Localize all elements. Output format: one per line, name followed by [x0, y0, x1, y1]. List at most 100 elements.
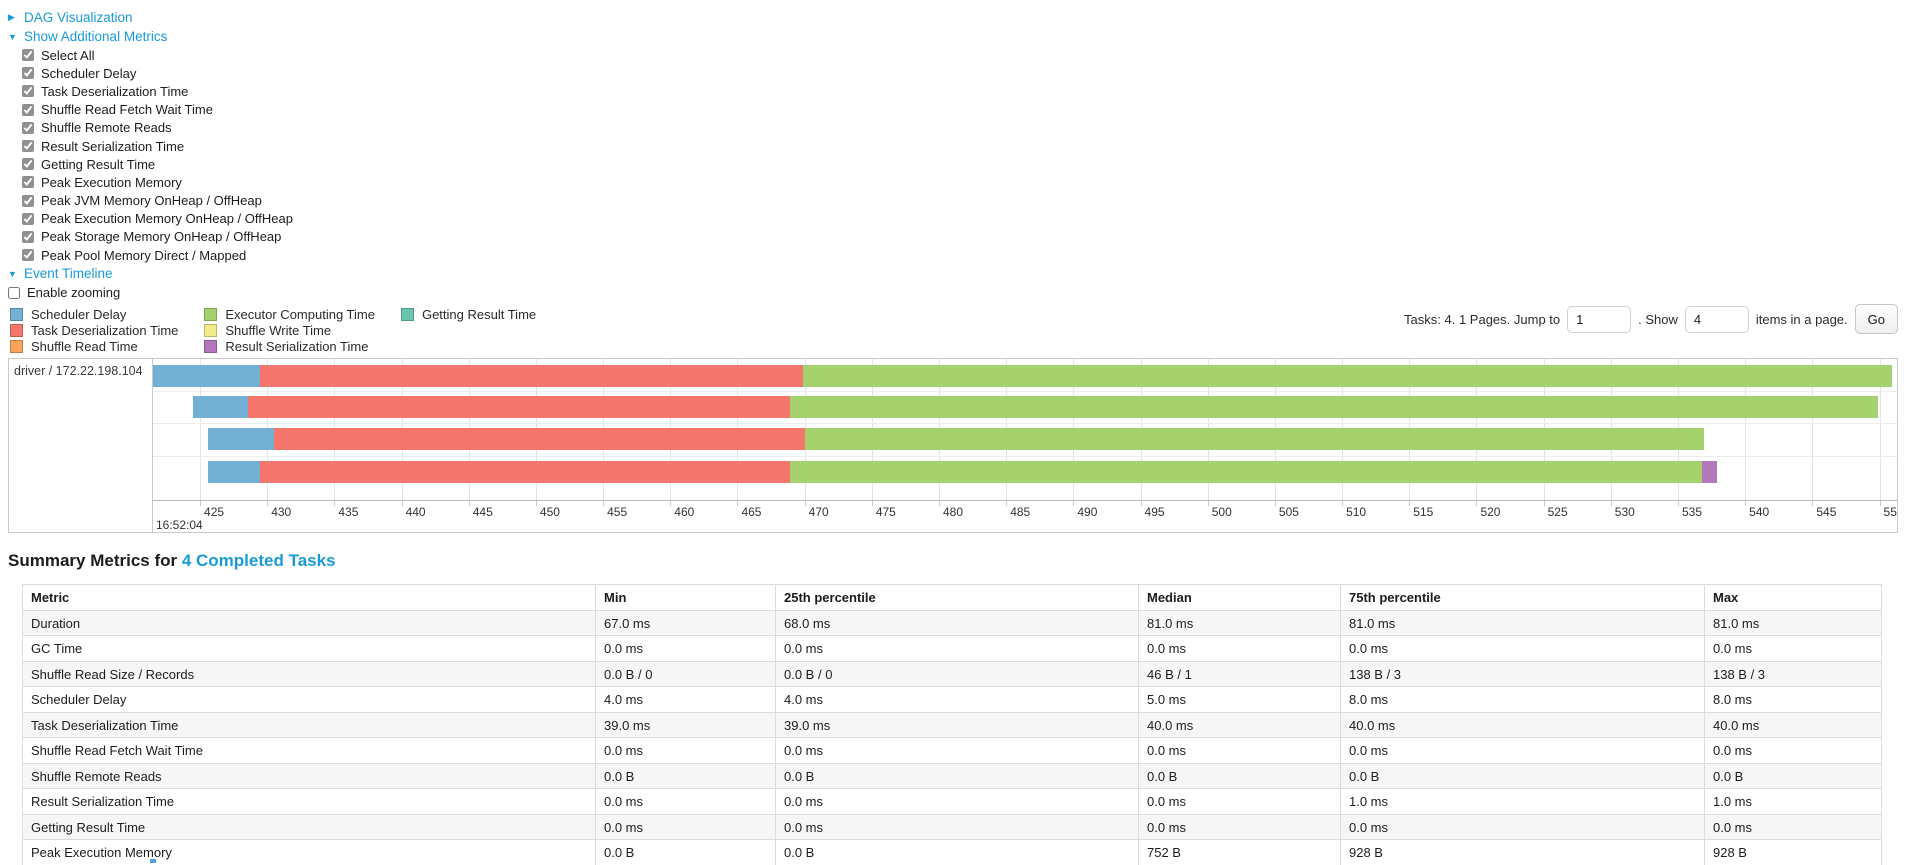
table-cell: 0.0 ms: [775, 813, 1139, 841]
legend-swatch-icon: [10, 323, 23, 337]
lane-separator: [153, 456, 1897, 458]
metric-checkbox[interactable]: [22, 249, 34, 262]
axis-tickmark: [1073, 501, 1075, 507]
summary-column-header: Metric: [22, 584, 596, 611]
show-additional-metrics-toggle[interactable]: ▼ Show Additional Metrics: [8, 27, 1907, 46]
table-cell: 0.0 B / 0: [595, 660, 776, 688]
summary-column-header: Max: [1704, 584, 1882, 611]
table-cell: 1.0 ms: [1340, 788, 1705, 815]
lane-separator: [153, 423, 1897, 425]
event-timeline-toggle[interactable]: ▼ Event Timeline: [8, 264, 1907, 283]
table-cell: 39.0 ms: [775, 711, 1139, 739]
metric-checkbox[interactable]: [22, 121, 34, 134]
table-row: Task Deserialization Time 39.0 ms 39.0 ms 4…: [22, 711, 1882, 739]
metric-checkbox[interactable]: [22, 49, 34, 62]
axis-tick-label: 435: [338, 505, 359, 520]
metric-checkbox[interactable]: [22, 176, 34, 189]
legend-swatch-icon: [10, 307, 23, 321]
task-bar-segment-executor-computing: [804, 428, 1704, 451]
summary-column-header: Min: [595, 584, 776, 611]
table-cell: 0.0 ms: [595, 737, 776, 764]
axis-tickmark: [401, 501, 403, 507]
go-button[interactable]: Go: [1854, 304, 1898, 335]
axis-tick-label: 535: [1681, 505, 1703, 520]
chevron-right-icon: ▶: [8, 12, 15, 22]
jump-to-page-input[interactable]: [1567, 305, 1632, 333]
table-row: GC Time 0.0 ms 0.0 ms 0.0 ms 0.0 ms 0.0 ms: [22, 635, 1882, 662]
metric-checkbox-label: Shuffle Remote Reads: [41, 120, 172, 136]
metric-checkbox[interactable]: [22, 85, 34, 98]
metric-checkbox[interactable]: [22, 67, 34, 80]
axis-tickmark: [737, 501, 739, 507]
items-per-page-input[interactable]: [1684, 305, 1749, 333]
metric-checkbox[interactable]: [22, 103, 34, 116]
axis-tickmark: [1879, 501, 1881, 507]
axis-tickmark: [1006, 501, 1008, 507]
summary-metrics-title: Summary Metrics for 4 Completed Tasks: [8, 551, 1907, 571]
axis-tickmark: [1207, 501, 1209, 507]
axis-tickmark: [871, 501, 873, 507]
table-cell: 0.0 ms: [1340, 737, 1705, 764]
table-cell: 0.0 ms: [1704, 737, 1882, 764]
table-cell: Peak Execution Memory: [22, 839, 596, 865]
metric-checkbox[interactable]: [22, 230, 34, 243]
metric-checkbox[interactable]: [22, 194, 34, 207]
legend-label: Scheduler Delay: [31, 306, 127, 322]
table-cell: 0.0 ms: [1340, 813, 1705, 841]
axis-tick-label: 475: [875, 505, 896, 520]
table-cell: 46 B / 1: [1138, 660, 1341, 688]
show-additional-metrics-label: Show Additional Metrics: [24, 29, 168, 44]
table-cell: 928 B: [1704, 839, 1882, 865]
legend-label: Shuffle Read Time: [31, 338, 138, 354]
next-section-clipped-sliver: [150, 859, 156, 863]
summary-table-body: Duration 67.0 ms 68.0 ms 81.0 ms 81.0 ms 81.0…: [22, 609, 1882, 865]
enable-zooming-label: Enable zooming: [27, 285, 121, 301]
dag-visualization-toggle[interactable]: ▶ DAG Visualization: [8, 8, 1907, 27]
table-cell: Shuffle Read Fetch Wait Time: [22, 737, 596, 764]
table-cell: 0.0 B: [775, 839, 1139, 865]
table-cell: GC Time: [22, 635, 596, 662]
table-cell: 138 B / 3: [1340, 660, 1705, 688]
task-bar-segment-executor-computing: [789, 396, 1879, 419]
metric-checkbox[interactable]: [22, 140, 34, 153]
axis-tick-label: 515: [1413, 505, 1434, 520]
axis-tick-label: 525: [1547, 505, 1568, 520]
table-row: Duration 67.0 ms 68.0 ms 81.0 ms 81.0 ms 81.0…: [22, 609, 1882, 637]
axis-tickmark: [200, 501, 202, 507]
event-timeline-chart: driver / 172.22.198.104 16:52:04 425 430 4…: [8, 358, 1898, 534]
enable-zooming-checkbox[interactable]: [8, 286, 20, 299]
enable-zooming-row: Enable zooming: [8, 283, 1907, 302]
legend-swatch-icon: [204, 339, 218, 353]
axis-tickmark: [804, 501, 806, 507]
summary-column-header: 25th percentile: [775, 584, 1139, 611]
metric-checkbox-label: Result Serialization Time: [41, 138, 185, 154]
axis-tick-label: 425: [204, 505, 225, 520]
axis-tick-label: 490: [1077, 505, 1098, 520]
table-row: Shuffle Read Size / Records 0.0 B / 0 0.0 …: [22, 660, 1882, 688]
axis-tick-label: 455: [607, 505, 628, 520]
table-cell: 0.0 ms: [775, 788, 1139, 815]
metric-checkbox[interactable]: [22, 158, 34, 171]
task-bar-segment-executor-computing: [803, 365, 1892, 388]
table-cell: 0.0 ms: [775, 635, 1139, 662]
summary-header-row: Metric Min 25th percentile Median 75th perce…: [22, 584, 1882, 611]
task-bar-segment-task-deserialization: [273, 428, 805, 451]
axis-tickmark: [1409, 501, 1411, 507]
axis-tick-label: 505: [1278, 505, 1299, 520]
summary-column-header: Median: [1138, 584, 1341, 611]
axis-gridline: [200, 359, 202, 501]
axis-tick-label: 470: [808, 505, 829, 520]
table-cell: 0.0 ms: [1704, 635, 1882, 662]
metric-checkbox[interactable]: [22, 212, 34, 225]
metric-checkbox-label: Peak Execution Memory OnHeap / OffHeap: [41, 211, 293, 227]
metrics-list: Select All Scheduler Delay Task Deserializ…: [22, 46, 1907, 264]
completed-tasks-link[interactable]: 4 Completed Tasks: [181, 551, 336, 571]
task-bar-segment-task-deserialization: [260, 365, 804, 388]
table-cell: 0.0 ms: [595, 635, 776, 662]
table-cell: 8.0 ms: [1704, 686, 1882, 713]
table-row: Shuffle Remote Reads 0.0 B 0.0 B 0.0 B 0.0 B…: [22, 762, 1882, 790]
metric-item: Peak Execution Memory OnHeap / OffHeap: [22, 210, 1907, 228]
tasks-info-text: Tasks: 4. 1 Pages. Jump to: [1404, 311, 1561, 327]
legend-label: Task Deserialization Time: [31, 322, 179, 338]
metric-item: Shuffle Read Fetch Wait Time: [22, 101, 1907, 119]
